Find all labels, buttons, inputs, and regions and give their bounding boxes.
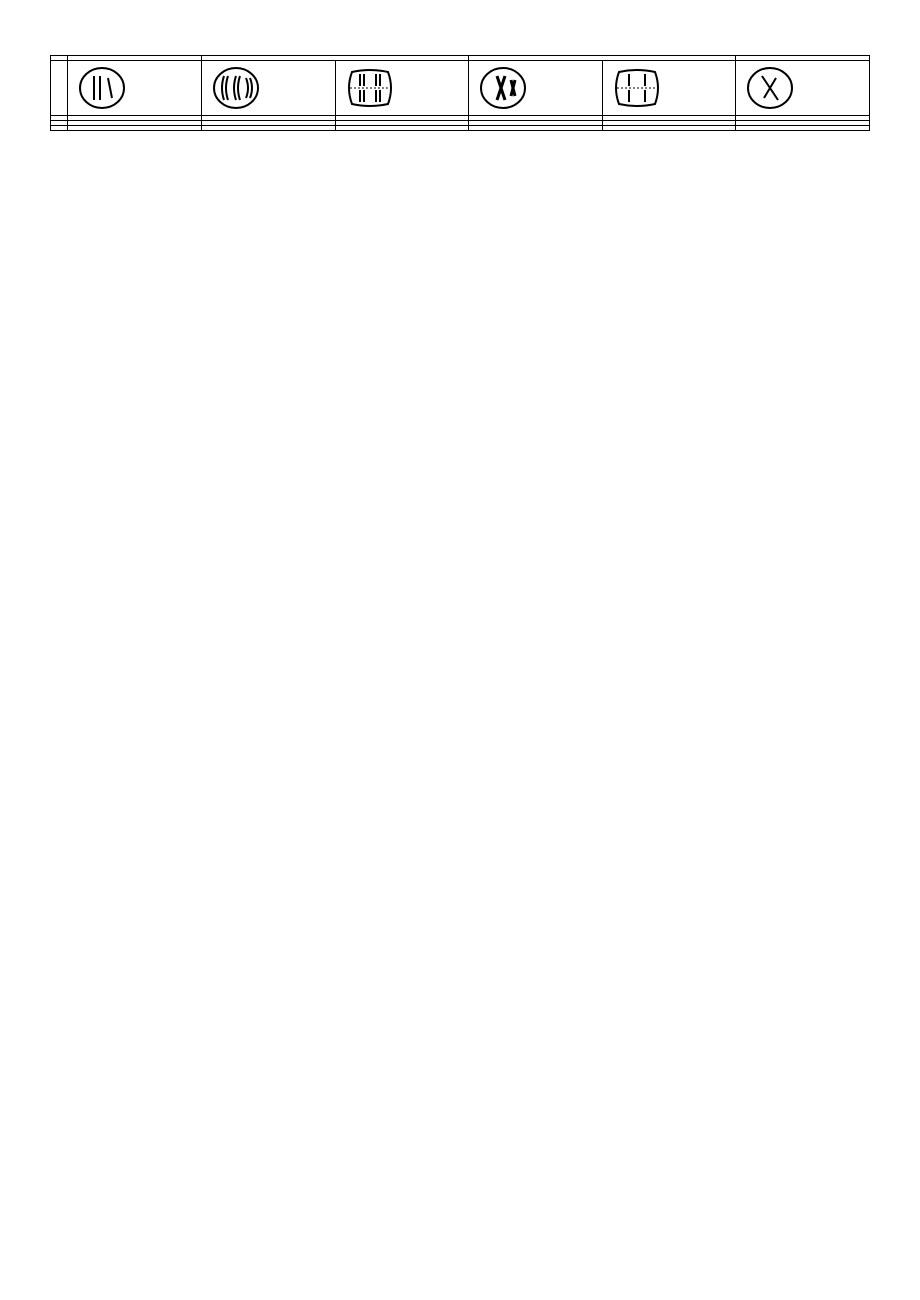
cell-img-1 (68, 61, 202, 116)
row-label-dna (51, 126, 68, 131)
cell-img-2 (202, 61, 336, 116)
d-3 (469, 126, 603, 131)
d-2 (335, 126, 469, 131)
d-0 (68, 126, 202, 131)
cell-img-5 (602, 61, 736, 116)
cell-img-6 (736, 61, 870, 116)
tetrad-diagram (670, 506, 870, 656)
d-4 (602, 126, 736, 131)
meiosis-table (50, 55, 870, 131)
cell-img-4 (469, 61, 603, 116)
cell-img-3 (335, 61, 469, 116)
cell-diagram-1 (670, 331, 870, 491)
d-1 (202, 126, 336, 131)
row-label-img (51, 61, 68, 116)
d-5 (736, 126, 870, 131)
meiosis-chart (50, 146, 870, 316)
